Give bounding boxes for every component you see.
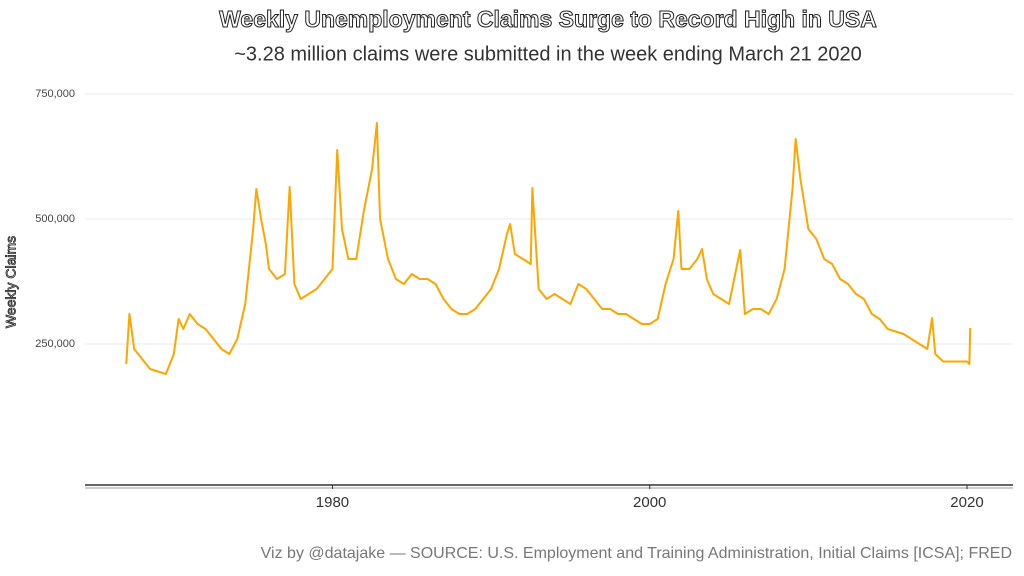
y-tick-label: 250,000 [35, 338, 75, 350]
chart-subtitle: ~3.28 million claims were submitted in t… [234, 43, 862, 65]
data-line [125, 122, 972, 375]
x-tick-label: 1980 [316, 494, 349, 511]
y-tick-label: 750,000 [35, 88, 75, 100]
chart-title: Weekly Unemployment Claims Surge to Reco… [219, 6, 877, 32]
caption: Viz by @datajake — SOURCE: U.S. Employme… [261, 545, 1012, 562]
x-tick-label: 2000 [633, 494, 666, 511]
y-tick-label: 500,000 [35, 213, 75, 225]
y-axis-label: Weekly Claims [3, 236, 19, 328]
x-tick-label: 2020 [950, 494, 983, 511]
